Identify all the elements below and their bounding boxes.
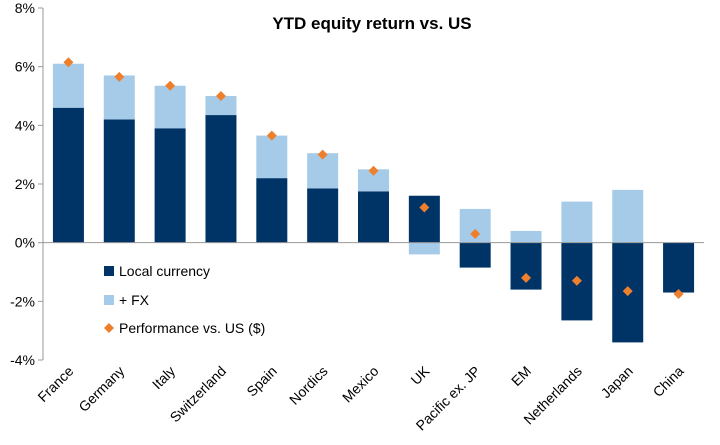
x-tick-label: Japan bbox=[598, 363, 636, 401]
x-tick-label: UK bbox=[407, 362, 433, 388]
bar-fx-switzerland bbox=[205, 96, 237, 116]
marker-performance-nordics bbox=[317, 149, 328, 160]
x-tick-label: France bbox=[34, 363, 76, 405]
bar-fx-netherlands bbox=[561, 201, 593, 243]
x-tick-label: Germany bbox=[75, 363, 127, 415]
marker-performance-mexico bbox=[368, 165, 379, 176]
x-tick-label: China bbox=[650, 363, 687, 400]
x-tick-label: EM bbox=[508, 363, 534, 389]
bar-local-currency-nordics bbox=[307, 188, 339, 243]
y-axis: -4% -2% 0% 2% 4% 6% 8% bbox=[10, 0, 44, 368]
bar-fx-italy bbox=[154, 85, 186, 129]
legend: Local currency + FX Performance vs. US (… bbox=[104, 263, 265, 336]
bar-local-currency-china bbox=[663, 242, 695, 293]
legend-marker-performance bbox=[104, 323, 114, 333]
y-tick-label: -4% bbox=[10, 352, 35, 368]
bar-local-currency-france bbox=[52, 107, 84, 243]
bar-fx-germany bbox=[103, 75, 135, 120]
legend-label-fx: + FX bbox=[119, 292, 150, 308]
bar-group bbox=[43, 63, 704, 343]
legend-swatch-fx bbox=[104, 295, 114, 305]
marker-performance-japan bbox=[622, 286, 633, 297]
bar-local-currency-pacific-ex-jp bbox=[459, 242, 491, 268]
x-tick-label: Spain bbox=[243, 363, 280, 400]
bar-local-currency-spain bbox=[256, 178, 288, 243]
y-tick-label: 2% bbox=[15, 176, 35, 192]
bar-fx-france bbox=[52, 63, 84, 108]
marker-performance-netherlands bbox=[571, 275, 582, 286]
bar-local-currency-italy bbox=[154, 128, 186, 243]
bar-local-currency-mexico bbox=[358, 191, 389, 243]
bar-local-currency-switzerland bbox=[205, 115, 237, 243]
legend-label-performance: Performance vs. US ($) bbox=[119, 320, 265, 336]
marker-performance-china bbox=[673, 289, 684, 299]
y-tick-label: 8% bbox=[15, 0, 35, 16]
marker-performance-em bbox=[521, 272, 532, 283]
bar-fx-spain bbox=[256, 135, 288, 179]
marker-performance-switzerland bbox=[215, 91, 226, 101]
bar-fx-em bbox=[510, 230, 542, 243]
marker-performance-uk bbox=[419, 202, 430, 213]
legend-swatch-local-currency bbox=[104, 266, 114, 276]
y-tick-label: 0% bbox=[15, 235, 35, 251]
marker-group bbox=[63, 57, 684, 299]
y-tick-label: 4% bbox=[15, 117, 35, 133]
bar-fx-uk bbox=[408, 242, 440, 255]
marker-performance-italy bbox=[165, 80, 176, 91]
legend-label-local-currency: Local currency bbox=[119, 263, 210, 279]
y-tick-label: -2% bbox=[10, 293, 35, 309]
y-tick-label: 6% bbox=[15, 59, 35, 75]
bar-fx-mexico bbox=[358, 169, 389, 192]
marker-performance-france bbox=[63, 57, 74, 68]
marker-performance-spain bbox=[266, 130, 277, 141]
bar-local-currency-germany bbox=[103, 119, 135, 243]
x-tick-label: Italy bbox=[149, 363, 178, 392]
chart-title: YTD equity return vs. US bbox=[272, 14, 471, 33]
x-tick-label: Mexico bbox=[339, 363, 382, 406]
marker-performance-pacific-ex-jp bbox=[470, 228, 481, 239]
x-tick-label: Nordics bbox=[286, 363, 331, 408]
marker-performance-germany bbox=[114, 71, 125, 82]
bar-fx-japan bbox=[612, 189, 644, 243]
